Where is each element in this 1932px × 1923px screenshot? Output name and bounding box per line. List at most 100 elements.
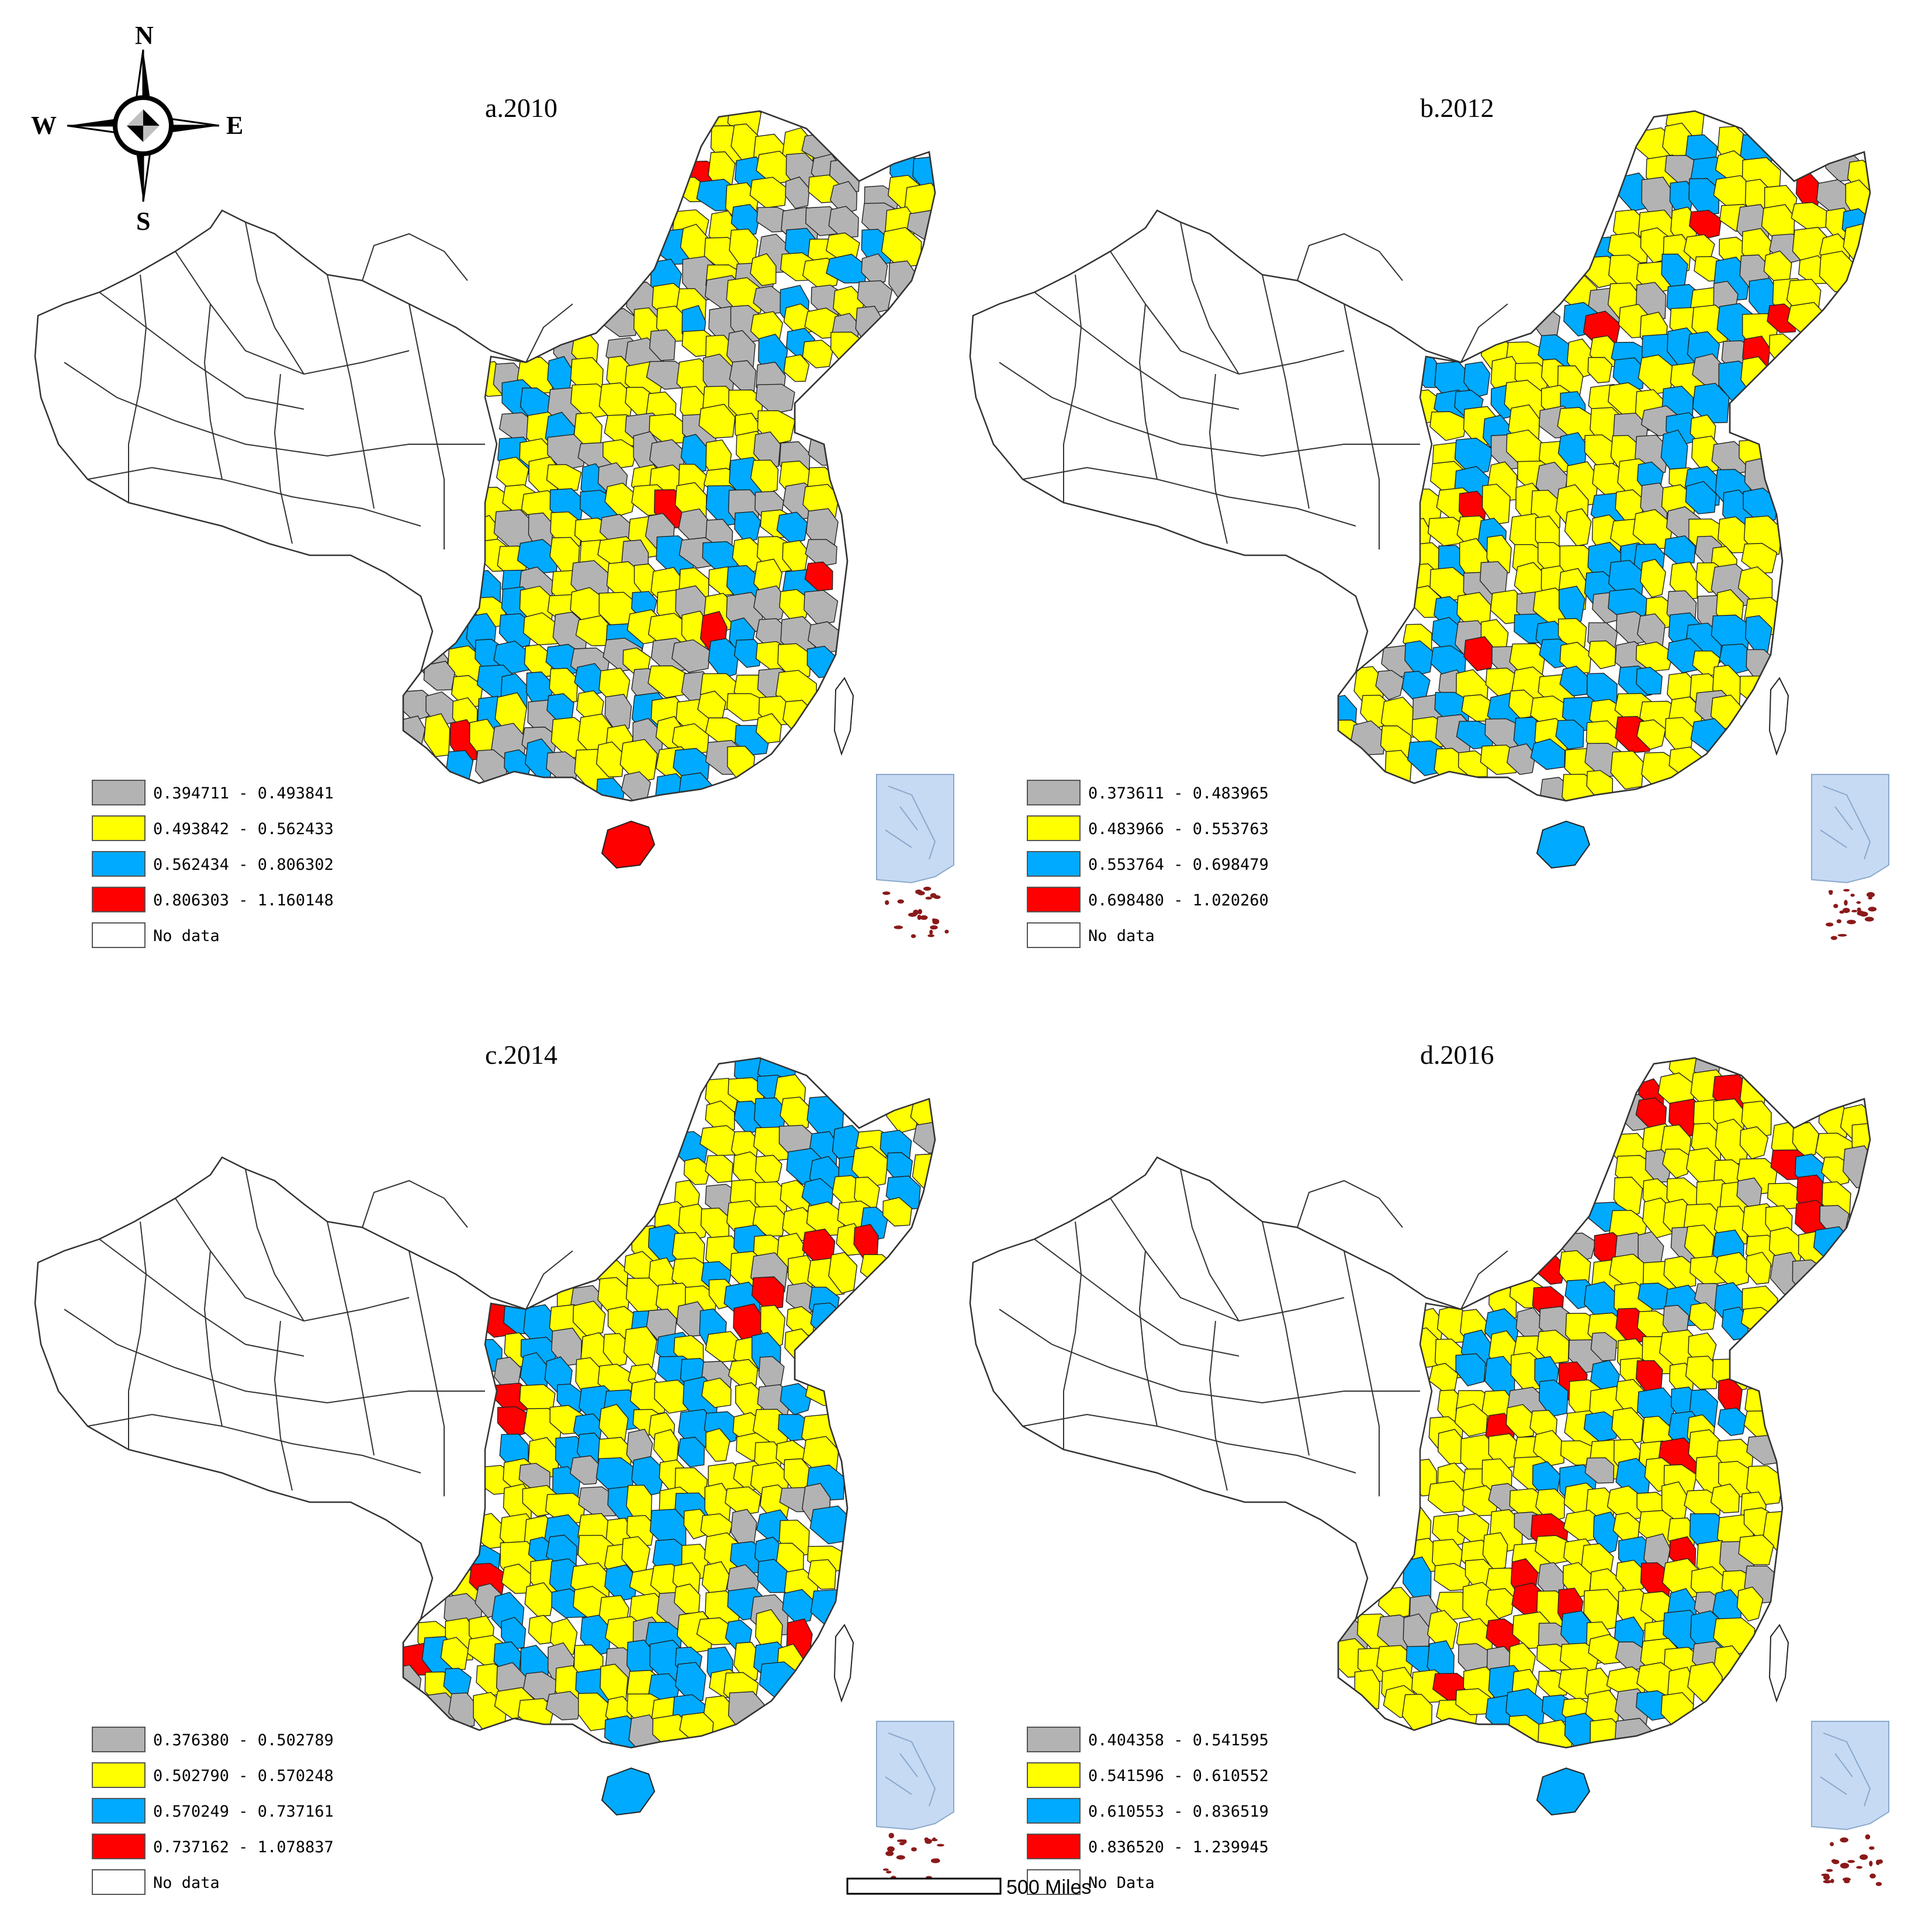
- province-boundary: [1460, 1250, 1508, 1310]
- prefecture-cell: [705, 1428, 730, 1462]
- island-mark: [908, 912, 917, 917]
- prefecture-cell: [810, 1302, 844, 1340]
- prefecture-cell: [1692, 382, 1730, 424]
- legend: 0.394711 - 0.493841 0.493842 - 0.562433 0.…: [92, 780, 334, 948]
- prefecture-cell: [705, 1100, 735, 1132]
- prefecture-cell: [1588, 640, 1616, 669]
- prefecture-cell: [780, 1383, 813, 1416]
- prefecture-cell: [1663, 535, 1696, 565]
- province-boundary: [408, 1250, 445, 1496]
- prefecture-cell: [1718, 1407, 1747, 1436]
- prefecture-mosaic: [1338, 111, 1870, 801]
- province-boundary: [64, 362, 485, 457]
- province-boundary: [525, 1250, 573, 1310]
- legend-label: 0.806303 - 1.160148: [153, 891, 334, 909]
- province-boundary: [362, 1180, 468, 1228]
- prefecture-cell: [1536, 1329, 1570, 1365]
- taiwan-island: [834, 1624, 854, 1701]
- legend-label: 0.502790 - 0.570248: [153, 1767, 334, 1785]
- province-boundary: [362, 233, 468, 281]
- prefecture-cell: [547, 434, 586, 471]
- taiwan-island: [1769, 1624, 1789, 1701]
- prefecture-cell: [1507, 743, 1536, 775]
- taiwan-island: [834, 677, 854, 755]
- province-boundary: [245, 222, 304, 375]
- prefecture-cell: [777, 643, 812, 679]
- prefecture-cell: [1482, 1532, 1508, 1572]
- island-mark: [1843, 888, 1850, 892]
- prefecture-cell: [1615, 1559, 1645, 1594]
- province-boundary: [1262, 274, 1310, 509]
- legend: 0.376380 - 0.502789 0.502790 - 0.570248 0.…: [92, 1727, 334, 1895]
- legend-label: No Data: [1088, 1874, 1155, 1892]
- island-mark: [1829, 891, 1833, 895]
- island-mark: [931, 1838, 938, 1842]
- island-mark: [925, 897, 932, 900]
- province-boundary: [128, 1221, 147, 1450]
- province-boundary: [87, 466, 421, 527]
- legend-label: 0.570249 - 0.737161: [153, 1803, 334, 1821]
- prefecture-cell: [674, 1662, 707, 1701]
- island-mark: [1840, 1862, 1850, 1869]
- legend-label: 0.376380 - 0.502789: [153, 1731, 334, 1749]
- prefecture-cell: [1688, 1302, 1716, 1331]
- legend-swatch: [92, 1762, 146, 1788]
- province-boundary: [245, 1168, 304, 1322]
- island-mark: [1830, 1842, 1834, 1846]
- island-mark: [944, 929, 949, 934]
- legend-swatch: [92, 887, 146, 912]
- prefecture-cell: [804, 590, 839, 625]
- south-china-sea-inset: [876, 1721, 954, 1888]
- legend-label: 0.493842 - 0.562433: [153, 820, 334, 838]
- prefecture-cell: [1714, 1252, 1751, 1288]
- legend: 0.404358 - 0.541595 0.541596 - 0.610552 0.…: [1027, 1727, 1269, 1895]
- prefecture-cell: [1636, 641, 1674, 672]
- prefecture-cell: [783, 354, 810, 382]
- island-mark: [932, 918, 936, 922]
- south-china-sea-inset: [1811, 774, 1889, 941]
- hainan-island: [601, 1768, 655, 1815]
- prefecture-cell: [1611, 1407, 1644, 1445]
- prefecture-cell: [698, 403, 736, 439]
- prefecture-cell: [1710, 1483, 1740, 1514]
- prefecture-cell: [1792, 1122, 1819, 1159]
- prefecture-cell: [1685, 480, 1717, 514]
- island-mark: [1833, 904, 1838, 908]
- province-boundary: [273, 1320, 293, 1491]
- province-boundary: [999, 362, 1420, 457]
- island-mark: [937, 1844, 944, 1847]
- province-boundary: [1138, 303, 1158, 480]
- prefecture-cell: [1584, 434, 1616, 466]
- island-mark: [934, 1858, 940, 1861]
- legend-swatch: [92, 1834, 146, 1859]
- legend-label: No data: [1088, 927, 1155, 945]
- prefecture-cell: [728, 1691, 765, 1735]
- prefecture-cell: [882, 1197, 912, 1227]
- map-panel-4: d.2016 0.404358 - 0.541595 0.541596 - 0.61…: [969, 1040, 1889, 1895]
- prefecture-cell: [779, 589, 811, 622]
- prefecture-cell: [1746, 1251, 1772, 1285]
- prefecture-cell: [524, 1582, 555, 1617]
- legend-swatch: [92, 780, 146, 805]
- island-mark: [1869, 1860, 1873, 1867]
- island-mark: [1847, 919, 1856, 925]
- prefecture-cell: [1640, 559, 1666, 598]
- island-mark: [1868, 1846, 1875, 1850]
- island-mark: [896, 1855, 905, 1860]
- island-mark: [1823, 1880, 1832, 1884]
- compass-s: S: [136, 207, 150, 236]
- legend-swatch: [92, 1798, 146, 1824]
- island-mark: [917, 891, 925, 895]
- prefecture-cell: [708, 638, 739, 679]
- prefecture-cell: [752, 1205, 786, 1237]
- island-mark: [894, 925, 903, 929]
- prefecture-cell: [782, 1589, 815, 1624]
- province-boundary: [1180, 222, 1239, 375]
- map-panel-2: b.2012 0.373611 - 0.483965 0.483966 - 0.55…: [969, 93, 1889, 948]
- prefecture-cell: [1739, 1126, 1769, 1160]
- legend-label: 0.836520 - 1.239945: [1088, 1838, 1269, 1856]
- prefecture-cell: [501, 1617, 527, 1651]
- island-mark: [929, 929, 933, 935]
- island-mark: [1847, 1860, 1855, 1863]
- panel-title: c.2014: [485, 1040, 558, 1070]
